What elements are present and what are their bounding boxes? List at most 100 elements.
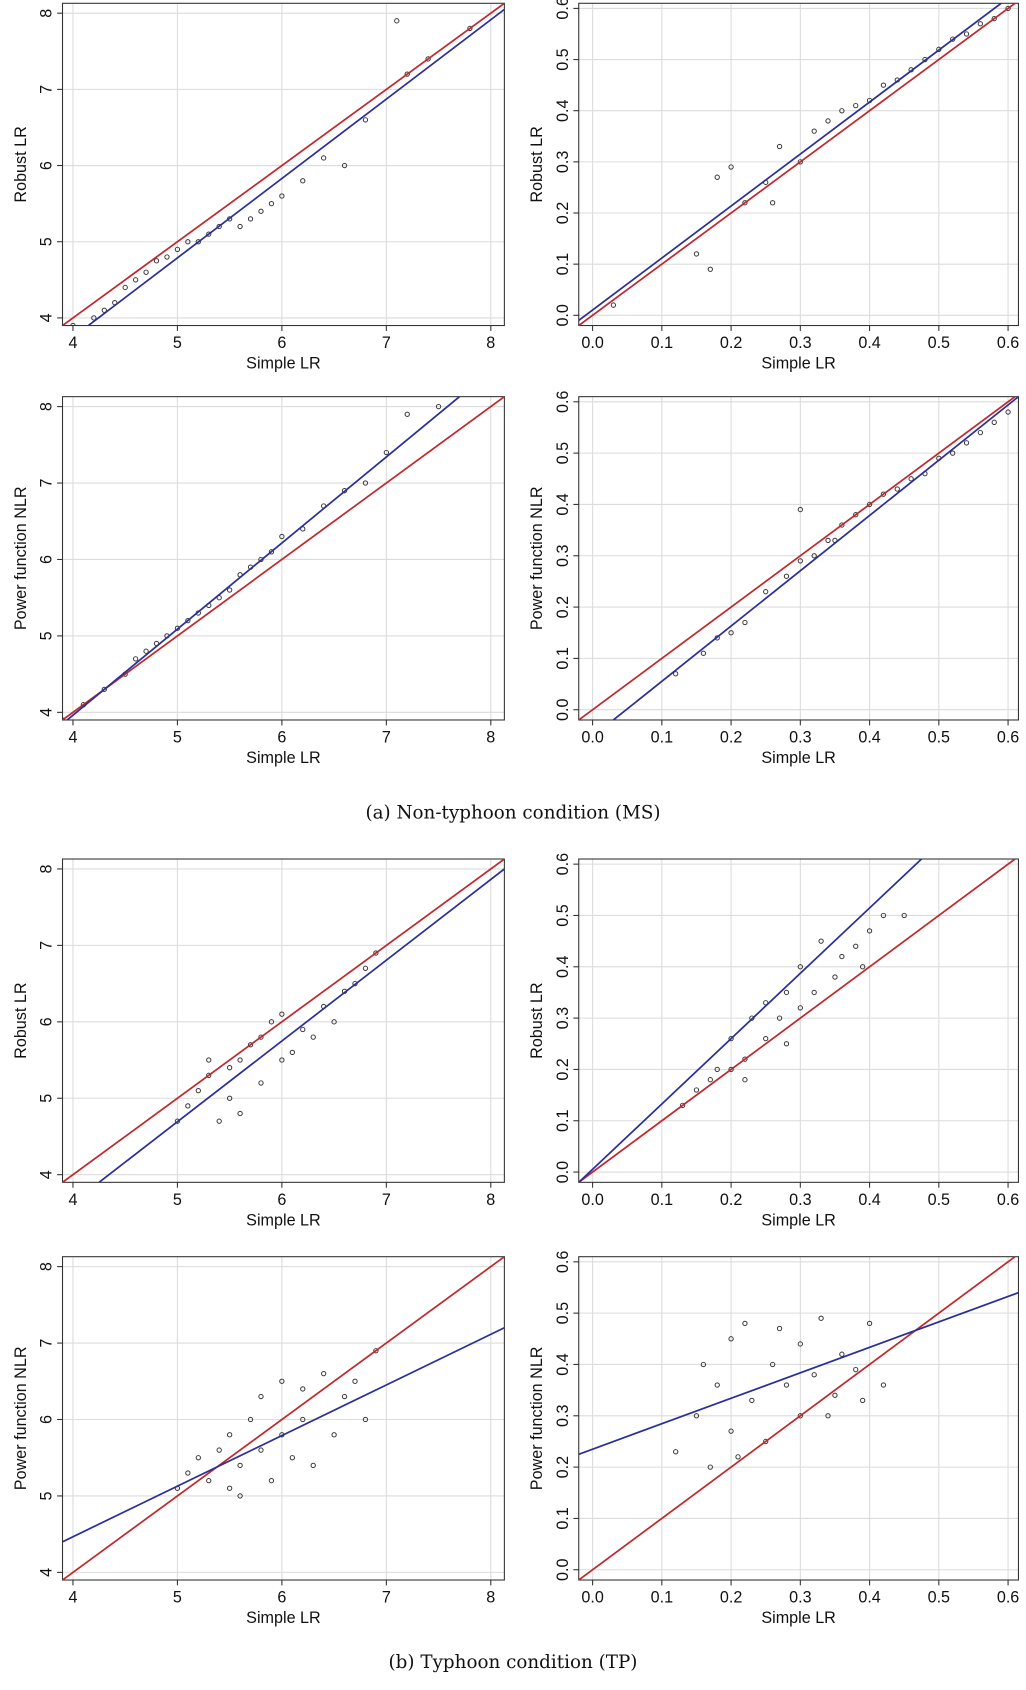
- y-tick-label: 4: [38, 1568, 56, 1577]
- point: [373, 1348, 379, 1354]
- x-tick-label: 4: [68, 334, 77, 352]
- point: [237, 223, 243, 230]
- point: [258, 1080, 264, 1086]
- point: [693, 251, 700, 257]
- y-tick-label: 0.3: [554, 151, 572, 173]
- fit-line: [578, 1291, 1019, 1456]
- x-tick-label: 8: [486, 729, 495, 747]
- point: [362, 117, 369, 123]
- y-tick-label: 7: [38, 85, 56, 94]
- point: [300, 1026, 306, 1033]
- x-tick-label: 4: [68, 1589, 77, 1607]
- y-tick-label: 0.6: [554, 0, 572, 20]
- point: [467, 25, 473, 32]
- caption: (b) Typhoon condition (TP): [389, 1652, 638, 1673]
- point: [206, 231, 212, 237]
- point: [818, 938, 824, 944]
- point: [901, 912, 907, 919]
- fit-line: [578, 859, 923, 1183]
- y-tick-label: 0.5: [554, 904, 572, 926]
- point: [373, 950, 379, 956]
- point: [728, 164, 734, 170]
- point: [300, 1416, 306, 1423]
- y-tick-label: 5: [38, 631, 56, 640]
- y-tick-label: 8: [38, 402, 56, 411]
- y-axis-label: Power function NLR: [528, 486, 546, 630]
- point: [331, 1019, 337, 1025]
- point: [174, 1118, 181, 1124]
- point: [679, 1102, 686, 1108]
- plot-area: [62, 396, 505, 720]
- point: [811, 989, 817, 996]
- point: [991, 15, 997, 22]
- point: [728, 630, 734, 636]
- point: [853, 102, 859, 109]
- point: [300, 178, 306, 184]
- point: [880, 912, 887, 919]
- y-tick-label: 7: [38, 479, 56, 488]
- x-tick-label: 0.0: [581, 1589, 603, 1607]
- point: [206, 1478, 212, 1484]
- x-tick-label: 0.3: [789, 1589, 811, 1607]
- point: [341, 1393, 348, 1400]
- point: [783, 1382, 790, 1388]
- x-tick-label: 0.4: [858, 1589, 880, 1607]
- y-tick-label: 7: [38, 941, 56, 950]
- y-tick-label: 0.4: [554, 1353, 572, 1375]
- point: [811, 553, 817, 559]
- x-tick-label: 8: [486, 1191, 495, 1209]
- plot-area: [62, 3, 505, 326]
- fit-line: [612, 396, 1019, 720]
- point: [894, 486, 900, 492]
- point: [195, 1087, 201, 1094]
- point: [174, 246, 181, 252]
- y-tick-label: 0.5: [554, 442, 572, 464]
- point: [153, 258, 160, 264]
- point: [279, 1011, 285, 1017]
- x-tick-label: 0.1: [651, 1589, 673, 1607]
- x-tick-label: 0.5: [928, 1589, 950, 1607]
- point: [247, 216, 254, 222]
- point: [425, 56, 431, 62]
- fit-line: [578, 1256, 1016, 1581]
- x-tick-label: 6: [277, 1589, 286, 1607]
- point: [300, 1386, 306, 1392]
- point: [693, 1413, 700, 1419]
- x-tick-label: 0.0: [581, 334, 603, 352]
- point: [866, 1320, 873, 1327]
- y-tick-label: 0.1: [554, 1507, 572, 1529]
- fit-line: [578, 3, 1016, 326]
- y-tick-label: 6: [38, 1017, 56, 1026]
- x-tick-label: 0.4: [858, 334, 880, 352]
- point: [728, 1066, 734, 1073]
- point: [880, 491, 887, 497]
- point: [404, 71, 410, 77]
- x-tick-label: 0.4: [858, 1191, 880, 1209]
- fit-line: [578, 859, 1016, 1183]
- point: [195, 1455, 201, 1461]
- x-tick-label: 0.6: [997, 1191, 1019, 1209]
- y-tick-label: 0.4: [554, 493, 572, 515]
- point: [279, 1378, 285, 1384]
- point: [70, 322, 76, 326]
- plot-area: [578, 859, 1016, 1183]
- point: [776, 1325, 783, 1332]
- x-tick-label: 0.3: [789, 1191, 811, 1209]
- point: [247, 1042, 254, 1048]
- point: [143, 648, 149, 654]
- plot-frame: [61, 2, 505, 327]
- point: [268, 549, 275, 555]
- point: [693, 1087, 700, 1093]
- point: [839, 953, 845, 960]
- y-tick-label: 8: [38, 864, 56, 873]
- y-tick-label: 0.3: [554, 545, 572, 567]
- y-tick-label: 6: [38, 161, 56, 170]
- x-tick-label: 7: [382, 729, 391, 747]
- fit-line: [578, 396, 1016, 720]
- y-tick-label: 0.3: [554, 1007, 572, 1029]
- point: [797, 964, 803, 970]
- y-tick-label: 7: [38, 1339, 56, 1348]
- y-tick-label: 0.5: [554, 48, 572, 70]
- point: [832, 1392, 838, 1398]
- point: [811, 1372, 817, 1378]
